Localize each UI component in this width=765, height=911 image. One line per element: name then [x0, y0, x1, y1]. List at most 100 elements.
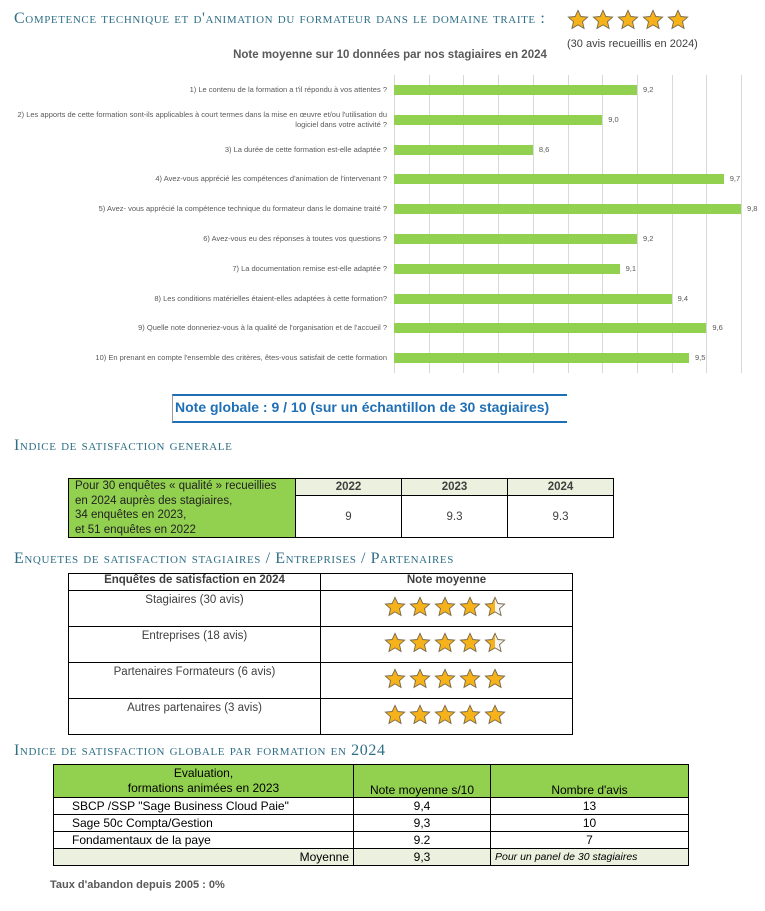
star-icon	[409, 632, 431, 653]
formation-row: Fondamentaux de la paye 9.2 7	[53, 831, 689, 849]
bar	[394, 353, 689, 364]
header-star-rating	[567, 9, 692, 36]
header-line: Evaluation,	[173, 766, 234, 780]
data-label: 9,7	[729, 174, 741, 184]
bar-chart: Note moyenne sur 10 données par nos stag…	[0, 0, 765, 380]
column-header-avis: Nombre d'avis	[490, 764, 689, 798]
enquete-label: Stagiaires (30 avis)	[68, 590, 321, 627]
star-icon	[384, 596, 406, 617]
category-label: 9) Quelle note donneriez-vous à la quali…	[138, 323, 387, 333]
section-title-competence: Competence technique et d'animation du f…	[14, 10, 546, 27]
enquete-row: Autres partenaires (3 avis)	[68, 698, 573, 735]
star-rating	[320, 662, 573, 699]
rating-note: (30 avis recueillis en 2024)	[567, 38, 698, 50]
star-icon	[642, 9, 664, 30]
enquete-row: Stagiaires (30 avis)	[68, 590, 573, 627]
category-label: 10) En prenant en compte l'ensemble des …	[95, 353, 387, 363]
bar	[394, 144, 533, 155]
formation-avis: 7	[490, 831, 689, 849]
data-label: 8,6	[538, 144, 550, 154]
star-icon	[484, 632, 506, 653]
bar	[394, 204, 742, 215]
year-value: 9	[295, 495, 402, 538]
gridline	[706, 75, 708, 373]
star-icon	[384, 668, 406, 689]
formations-table: Evaluation, formations animées en 2023 N…	[53, 764, 689, 866]
formation-row: SBCP /SSP "Sage Business Cloud Paie" 9,4…	[53, 797, 689, 815]
category-label: 8) Les conditions matérielles étaient-el…	[154, 293, 387, 303]
formation-name: Fondamentaux de la paye	[53, 831, 354, 849]
star-icon	[484, 668, 506, 689]
star-icon	[459, 704, 481, 725]
star-rating	[320, 626, 573, 663]
star-icon	[484, 596, 506, 617]
data-label: 9,2	[642, 233, 654, 243]
description-line: et 51 enquêtes en 2022	[75, 523, 196, 536]
year-header: 2022	[295, 478, 402, 496]
formation-name: SBCP /SSP "Sage Business Cloud Paie"	[53, 797, 354, 815]
star-icon	[484, 704, 506, 725]
formation-row: Sage 50c Compta/Gestion 9,3 10	[53, 814, 689, 832]
description-line: 34 enquêtes en 2023,	[75, 509, 187, 521]
satisfaction-generale-table: Pour 30 enquêtes « qualité » recueillies…	[68, 478, 614, 538]
column-header-note: Note moyenne s/10	[353, 764, 491, 798]
abandon-rate: Taux d'abandon depuis 2005 : 0%	[50, 879, 225, 891]
footer-label: Moyenne	[53, 848, 354, 866]
gridline	[636, 75, 638, 373]
description-line: Pour 30 enquêtes « qualité » recueillies	[75, 480, 277, 492]
category-label: 5) Avez- vous apprécié la compétence tec…	[98, 204, 387, 214]
bar	[394, 84, 637, 95]
gridline	[463, 75, 465, 373]
gridline	[532, 75, 534, 373]
gridline	[428, 75, 430, 373]
star-icon	[667, 9, 689, 30]
note-globale: Note globale : 9 / 10 (sur un échantillo…	[175, 399, 550, 415]
bar	[394, 233, 637, 244]
star-icon	[617, 9, 639, 30]
star-icon	[434, 704, 456, 725]
formation-avis: 13	[490, 797, 689, 815]
category-label: 7) La documentation remise est-elle adap…	[232, 263, 387, 273]
gridline	[741, 75, 743, 373]
gridline	[567, 75, 569, 373]
star-icon	[384, 632, 406, 653]
footer-note: 9,3	[353, 848, 491, 866]
star-icon	[434, 668, 456, 689]
chart-title: Note moyenne sur 10 données par nos stag…	[233, 49, 547, 61]
bar	[394, 114, 603, 125]
description-line: en 2024 auprès des stagiaires,	[75, 494, 233, 507]
star-icon	[409, 704, 431, 725]
star-rating	[320, 698, 573, 735]
survey-description: Pour 30 enquêtes « qualité » recueillies…	[68, 478, 296, 538]
year-header: 2023	[401, 478, 508, 496]
enquete-label: Autres partenaires (3 avis)	[68, 698, 321, 735]
star-icon	[434, 632, 456, 653]
bar	[394, 263, 620, 274]
formation-note: 9,3	[353, 814, 491, 832]
category-label: 3) La durée de cette formation est-elle …	[224, 144, 387, 154]
data-label: 9,2	[642, 84, 654, 94]
bar	[394, 174, 724, 185]
enquete-label: Partenaires Formateurs (6 avis)	[68, 662, 321, 699]
formation-name: Sage 50c Compta/Gestion	[53, 814, 354, 832]
year-value: 9.3	[401, 495, 508, 538]
star-icon	[434, 596, 456, 617]
section-title-par-formation: Indice de satisfaction globale par forma…	[14, 742, 386, 759]
section-title-enquetes: Enquetes de satisfaction stagiaires / En…	[14, 550, 454, 567]
bar	[394, 293, 672, 304]
section-title-satisfaction-generale: Indice de satisfaction generale	[14, 437, 233, 454]
data-label: 9,0	[608, 114, 619, 124]
data-label: 9,4	[677, 293, 689, 303]
gridline	[671, 75, 673, 373]
star-icon	[409, 668, 431, 689]
data-label: 9,1	[625, 263, 637, 273]
footer-panel: Pour un panel de 30 stagiaires	[490, 848, 689, 866]
header-line: formations animées en 2023	[127, 781, 280, 795]
year-header: 2024	[507, 478, 614, 496]
column-header: Note moyenne	[320, 573, 573, 591]
category-label: 1) Le contenu de la formation a t'il rép…	[189, 84, 387, 94]
data-label: 9,8	[747, 204, 758, 214]
data-label: 9,6	[712, 323, 723, 333]
enquete-row: Entreprises (18 avis)	[68, 626, 573, 663]
